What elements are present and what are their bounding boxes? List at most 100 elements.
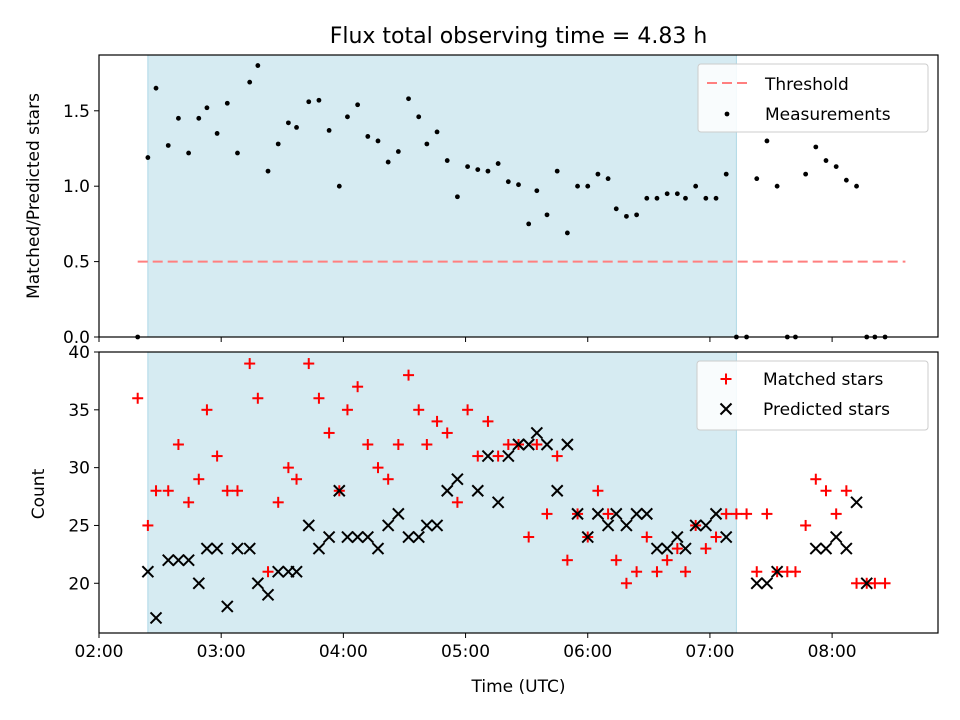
predicted-star-point — [200, 542, 214, 555]
matched-star-point — [231, 485, 243, 497]
measurement-point — [326, 128, 332, 133]
predicted-star-point — [420, 519, 434, 532]
matched-star-point — [462, 404, 474, 416]
measurement-point — [843, 177, 849, 183]
measurement-point — [516, 182, 521, 188]
predicted-star-point — [271, 565, 285, 578]
matched-star-point — [221, 485, 233, 497]
measurement-point — [434, 129, 440, 135]
measurement-point — [613, 206, 619, 212]
measurement-point — [575, 183, 580, 189]
matched-star-point — [362, 439, 374, 451]
measurement-point — [416, 114, 422, 120]
measurement-point — [475, 167, 481, 173]
chart-title: Flux total observing time = 4.83 h — [330, 24, 708, 49]
predicted-star-point — [302, 519, 315, 532]
predicted-star-point — [361, 530, 375, 544]
matched-star-point — [150, 485, 162, 497]
measurement-point — [214, 131, 220, 136]
measurement-point — [564, 230, 570, 236]
predicted-star-point — [412, 530, 425, 544]
matched-star-point — [193, 473, 205, 485]
predicted-star-point — [601, 519, 615, 532]
matched-star-point — [602, 508, 614, 520]
matched-star-point — [541, 508, 553, 520]
matched-star-point — [183, 496, 195, 508]
matched-star-point — [272, 496, 284, 508]
measurement-point — [683, 195, 688, 201]
matched-star-point — [313, 392, 325, 404]
predicted-star-point — [809, 542, 823, 555]
matched-star-point — [323, 427, 335, 439]
predicted-star-point — [451, 472, 464, 486]
measurement-point — [833, 164, 839, 169]
measurement-point — [153, 85, 159, 91]
measurement-point — [365, 134, 371, 139]
predicted-star-point — [290, 565, 303, 578]
matched-star-point — [651, 566, 663, 578]
matched-star-point — [561, 554, 573, 566]
measurement-point — [395, 149, 401, 154]
bottom-legend: Matched stars Predicted stars — [696, 360, 929, 431]
predicted-star-point — [231, 542, 244, 555]
measurement-point — [455, 194, 460, 200]
measurement-point — [247, 79, 253, 85]
measurement-point — [534, 188, 540, 194]
measurement-point — [444, 158, 450, 163]
x-tick-label: 05:00 — [441, 642, 490, 662]
matched-star-point — [820, 485, 832, 497]
predicted-star-point — [341, 530, 354, 544]
predicted-star-point — [709, 507, 723, 521]
predicted-star-point — [679, 542, 692, 555]
top-axes: 0.0 0.5 1.0 1.5 — [63, 54, 939, 348]
legend-measurement-swatch — [724, 111, 730, 117]
matched-star-point — [421, 439, 433, 451]
measurement-point — [385, 159, 391, 165]
predicted-star-point — [522, 438, 535, 451]
measurement-point — [186, 150, 192, 156]
predicted-star-point — [720, 530, 733, 544]
matched-star-point — [741, 508, 753, 520]
predicted-star-point — [620, 519, 633, 532]
measurement-points — [135, 63, 888, 340]
predicted-star-point — [251, 577, 265, 590]
measurement-point — [275, 141, 281, 147]
measurement-point — [854, 183, 859, 189]
predicted-star-point — [860, 577, 873, 590]
matched-star-point — [172, 439, 184, 451]
measurement-point — [703, 195, 709, 201]
x-tick-label: 06:00 — [563, 642, 612, 662]
matched-star-point — [730, 508, 742, 520]
predicted-star-point — [660, 542, 674, 555]
legend-predicted-swatch — [719, 402, 733, 416]
x-axis-label: Time (UTC) — [471, 677, 566, 697]
y-tick-label: 20 — [68, 574, 90, 594]
measurement-point — [465, 164, 470, 169]
y-tick-label: 0.5 — [63, 253, 90, 273]
predicted-star-point — [371, 542, 385, 555]
matched-star-point — [869, 577, 881, 589]
measurement-point — [145, 155, 151, 160]
measurement-point — [644, 195, 650, 201]
predicted-star-point — [840, 542, 853, 555]
measurement-point — [664, 191, 670, 197]
predicted-star-point — [819, 542, 833, 555]
predicted-star-point — [333, 484, 346, 497]
x-tick-label: 04:00 — [319, 642, 368, 662]
matched-star-point — [472, 450, 484, 462]
top-y-axis-label: Matched/Predicted stars — [24, 93, 44, 299]
measurement-point — [375, 138, 381, 144]
matched-stars-points — [132, 358, 891, 589]
y-tick-label: 1.5 — [63, 102, 90, 122]
measurement-point — [813, 144, 819, 150]
predicted-star-point — [760, 577, 774, 590]
matched-star-point — [252, 392, 264, 404]
matched-star-point — [761, 508, 773, 520]
predicted-star-point — [149, 611, 163, 625]
predicted-star-point — [491, 496, 505, 509]
predicted-star-point — [192, 577, 205, 590]
predicted-star-point — [381, 519, 395, 532]
matched-star-point — [551, 450, 563, 462]
y-tick-label: 40 — [68, 343, 90, 363]
